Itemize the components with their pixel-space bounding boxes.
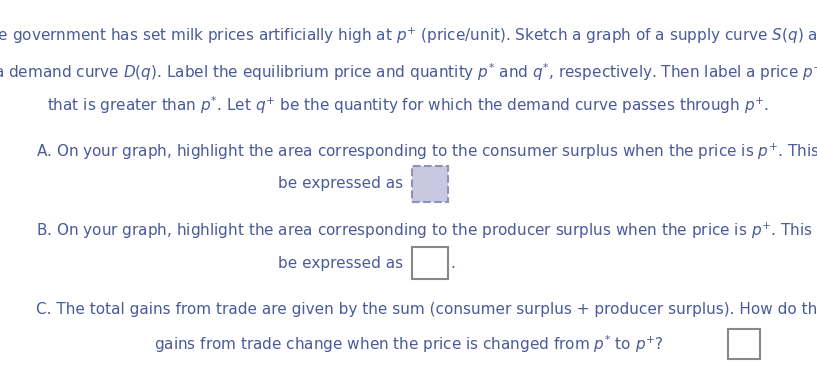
Text: A. On your graph, highlight the area corresponding to the consumer surplus when : A. On your graph, highlight the area cor… <box>36 141 817 162</box>
Text: be expressed as: be expressed as <box>279 256 408 271</box>
Text: B. On your graph, highlight the area corresponding to the producer surplus when : B. On your graph, highlight the area cor… <box>36 220 817 241</box>
Text: .: . <box>450 256 455 271</box>
Text: gains from trade change when the price is changed from $p^{*}$ to $p^{+}$?: gains from trade change when the price i… <box>154 333 663 355</box>
FancyBboxPatch shape <box>413 247 448 279</box>
Text: C. The total gains from trade are given by the sum (consumer surplus + producer : C. The total gains from trade are given … <box>36 302 817 317</box>
Text: that is greater than $p^{*}$. Let $q^{+}$ be the quantity for which the demand c: that is greater than $p^{*}$. Let $q^{+}… <box>47 94 770 116</box>
FancyBboxPatch shape <box>413 166 448 202</box>
Text: be expressed as: be expressed as <box>279 176 408 191</box>
Text: The government has set milk prices artificially high at $p^{+}$ (price/unit). Sk: The government has set milk prices artif… <box>0 26 817 46</box>
FancyBboxPatch shape <box>728 329 760 359</box>
Text: a demand curve $D(q)$. Label the equilibrium price and quantity $p^{*}$ and $q^{: a demand curve $D(q)$. Label the equilib… <box>0 62 817 83</box>
